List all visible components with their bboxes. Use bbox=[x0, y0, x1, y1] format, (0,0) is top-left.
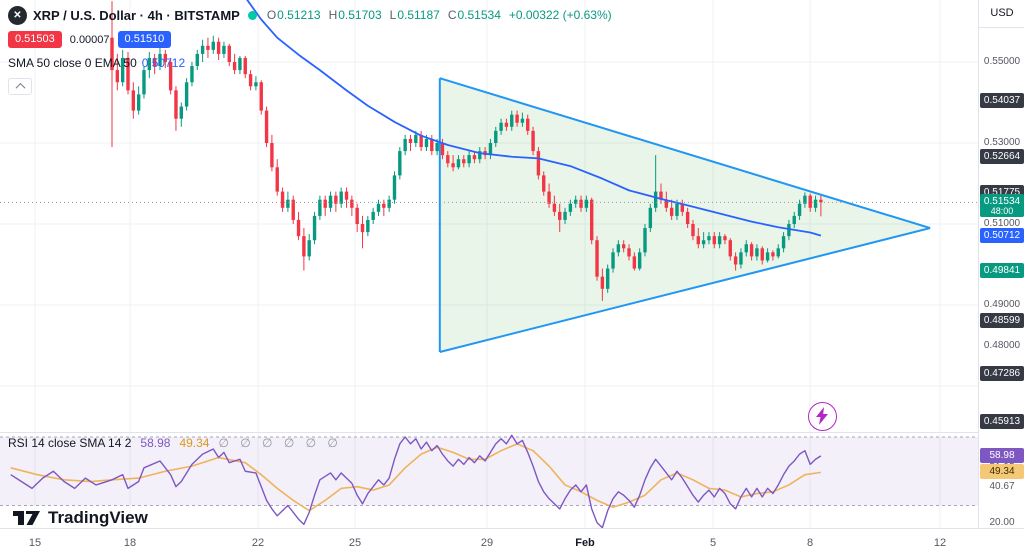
tradingview-logo-text: TradingView bbox=[48, 508, 148, 527]
currency-label: USD bbox=[990, 7, 1014, 19]
rsi-axis-label: 40.67 bbox=[989, 481, 1015, 493]
flash-button[interactable] bbox=[808, 402, 837, 431]
candles-layer bbox=[110, 1, 823, 301]
triangle-pattern-border[interactable] bbox=[438, 77, 931, 353]
price-badge-green: 0.49841 bbox=[980, 262, 1024, 278]
high-label: H bbox=[328, 8, 338, 22]
chevron-up-icon bbox=[15, 82, 25, 93]
price-badge-dark: 0.54037 bbox=[980, 93, 1024, 108]
bid-ask-row: 0.51503 0.00007 0.51510 bbox=[8, 31, 612, 48]
market-status-icon[interactable] bbox=[247, 10, 257, 20]
grid-lines bbox=[0, 0, 978, 528]
price-badge-countdown: 48:00 bbox=[980, 205, 1024, 218]
symbol-title[interactable]: XRP / U.S. Dollar · 4h · BITSTAMP bbox=[33, 7, 240, 23]
close-label: C bbox=[447, 8, 457, 22]
triangle-pattern[interactable] bbox=[439, 78, 931, 352]
open-value: 0.51213 bbox=[277, 8, 321, 22]
time-axis-label: 25 bbox=[348, 537, 362, 549]
price-axis[interactable]: USD 0.55000 0.53000 0.51000 0.49000 0.48000 0… bbox=[978, 0, 1024, 528]
rsi-badge-sma: 49.34 bbox=[980, 464, 1024, 480]
axis-divider bbox=[979, 27, 1024, 28]
tradingview-logo[interactable]: TradingView bbox=[12, 507, 148, 529]
price-axis-label: 0.49000 bbox=[983, 299, 1021, 310]
tradingview-mark-icon bbox=[13, 511, 40, 525]
price-badge-dark: 0.48599 bbox=[980, 313, 1024, 329]
time-axis-label: 18 bbox=[123, 537, 137, 549]
price-axis-label: 0.53000 bbox=[983, 137, 1021, 148]
rsi-sma-value: 49.34 bbox=[179, 436, 210, 450]
time-axis-label: Feb bbox=[575, 537, 595, 549]
price-axis-label: 0.55000 bbox=[983, 56, 1021, 67]
close-value: 0.51534 bbox=[457, 8, 501, 22]
time-axis-label: 12 bbox=[933, 537, 947, 549]
buy-button[interactable]: 0.51510 bbox=[117, 31, 172, 48]
sell-button[interactable]: 0.51503 bbox=[8, 31, 62, 48]
time-axis-label: 22 bbox=[251, 537, 265, 549]
time-axis[interactable]: 15 18 22 25 29 Feb 5 8 12 bbox=[0, 528, 1024, 559]
ma-legend-text: SMA 50 close 0 EMA 50 bbox=[8, 56, 137, 70]
price-badge-dark: 0.47286 bbox=[980, 366, 1024, 382]
pane-separator[interactable] bbox=[0, 432, 1024, 433]
symbol-row[interactable]: ✕ XRP / U.S. Dollar · 4h · BITSTAMP O0.5… bbox=[8, 5, 612, 25]
change-value: +0.00322 (+0.63%) bbox=[508, 8, 612, 22]
rsi-axis-label: 20.00 bbox=[989, 516, 1015, 528]
price-badge-ema: 0.50712 bbox=[980, 227, 1024, 243]
lightning-icon bbox=[816, 407, 828, 425]
ema-value: 0.50712 bbox=[141, 56, 186, 70]
rsi-pane bbox=[0, 434, 978, 528]
price-axis-label: 0.48000 bbox=[983, 339, 1021, 351]
rsi-legend-title: RSI 14 close SMA 14 2 bbox=[8, 436, 132, 450]
time-axis-label: 5 bbox=[709, 537, 717, 549]
rsi-indicator-legend[interactable]: RSI 14 close SMA 14 2 58.98 49.34 ∅ ∅ ∅ … bbox=[8, 436, 342, 450]
rsi-empty-values: ∅ ∅ ∅ ∅ ∅ ∅ bbox=[218, 436, 342, 450]
time-axis-label: 15 bbox=[28, 537, 42, 549]
low-value: 0.51187 bbox=[397, 8, 440, 22]
price-axis-label: 0.51000 bbox=[983, 218, 1021, 229]
ma-indicator-legend[interactable]: SMA 50 close 0 EMA 50 0.50712 bbox=[8, 56, 612, 70]
price-badge-dark: 0.52664 bbox=[980, 148, 1024, 164]
price-chart[interactable] bbox=[0, 0, 978, 528]
collapse-legend-button[interactable] bbox=[8, 78, 32, 95]
high-value: 0.51703 bbox=[338, 8, 382, 22]
low-label: L bbox=[389, 8, 397, 22]
rsi-badge-rsi: 58.98 bbox=[980, 447, 1024, 463]
price-badge-dark: 0.45913 bbox=[980, 414, 1024, 429]
chart-legend: ✕ XRP / U.S. Dollar · 4h · BITSTAMP O0.5… bbox=[8, 5, 612, 95]
spread-value: 0.00007 bbox=[69, 33, 110, 46]
ohlc-values: O0.51213 H0.51703 L0.51187 C0.51534 bbox=[267, 8, 501, 22]
ema50-line bbox=[246, 0, 822, 237]
time-axis-label: 8 bbox=[806, 537, 814, 549]
time-axis-label: 29 bbox=[480, 537, 494, 549]
xrp-logo-icon: ✕ bbox=[8, 5, 27, 25]
rsi-value: 58.98 bbox=[140, 436, 171, 450]
open-label: O bbox=[266, 8, 277, 22]
